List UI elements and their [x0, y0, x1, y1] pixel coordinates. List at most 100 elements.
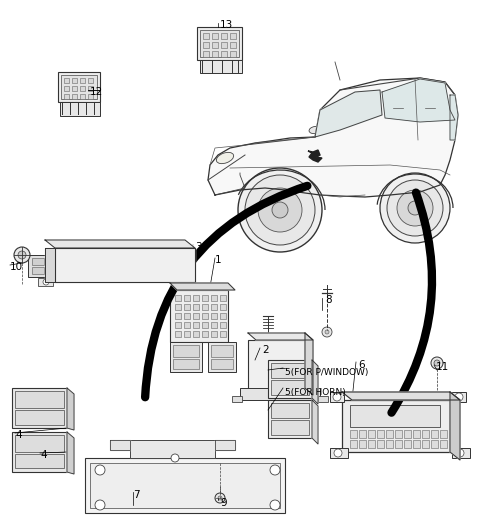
Bar	[193, 313, 199, 319]
Circle shape	[334, 449, 342, 457]
Bar	[440, 430, 447, 438]
Polygon shape	[450, 392, 460, 460]
Bar	[72, 94, 77, 99]
Bar	[318, 396, 328, 402]
Bar	[173, 345, 199, 357]
Bar	[404, 440, 411, 448]
Text: 9: 9	[220, 498, 227, 508]
Bar	[342, 400, 450, 452]
Bar	[240, 388, 320, 400]
Bar	[15, 391, 64, 408]
Circle shape	[218, 496, 222, 500]
Bar	[193, 322, 199, 328]
Circle shape	[455, 393, 463, 401]
Bar	[175, 304, 181, 310]
Bar	[386, 430, 393, 438]
Bar	[184, 313, 190, 319]
Circle shape	[270, 465, 280, 475]
Bar	[230, 33, 236, 39]
Bar	[80, 86, 85, 91]
Bar	[212, 42, 218, 48]
Bar	[211, 345, 233, 357]
Circle shape	[215, 493, 225, 503]
Bar	[232, 396, 242, 402]
Bar	[197, 27, 242, 60]
Bar	[268, 400, 312, 438]
Circle shape	[272, 202, 288, 218]
Bar	[208, 342, 236, 372]
Circle shape	[429, 106, 432, 109]
Bar	[395, 440, 402, 448]
Polygon shape	[308, 150, 322, 162]
Bar	[211, 304, 217, 310]
Bar	[431, 440, 438, 448]
Bar	[203, 42, 209, 48]
Polygon shape	[67, 388, 74, 430]
Bar	[350, 405, 440, 427]
Bar	[203, 33, 209, 39]
Bar	[175, 313, 181, 319]
Bar	[110, 252, 165, 278]
Bar	[173, 359, 199, 369]
Text: 4: 4	[15, 430, 22, 440]
Bar	[211, 313, 217, 319]
Polygon shape	[312, 400, 318, 444]
Bar	[15, 454, 64, 468]
Bar	[271, 363, 309, 378]
Polygon shape	[305, 333, 313, 395]
Bar	[211, 331, 217, 337]
Polygon shape	[110, 440, 130, 450]
Bar	[221, 51, 227, 57]
Bar	[170, 290, 228, 342]
Bar	[88, 94, 93, 99]
Ellipse shape	[216, 152, 234, 164]
Bar	[212, 51, 218, 57]
Bar	[422, 440, 429, 448]
Circle shape	[43, 279, 49, 285]
Text: 7: 7	[133, 490, 140, 500]
Bar	[64, 94, 69, 99]
Circle shape	[95, 500, 105, 510]
Bar	[85, 458, 285, 513]
Bar	[32, 267, 44, 274]
Text: 12: 12	[90, 87, 103, 97]
Polygon shape	[315, 90, 382, 137]
Text: 1: 1	[215, 255, 222, 265]
Bar	[271, 380, 309, 395]
Bar	[72, 78, 77, 83]
Bar	[80, 78, 85, 83]
Bar	[32, 258, 44, 265]
Text: 11: 11	[436, 362, 449, 372]
Bar	[422, 430, 429, 438]
Polygon shape	[208, 78, 458, 197]
Circle shape	[270, 500, 280, 510]
Circle shape	[434, 360, 440, 366]
Bar	[80, 94, 85, 99]
Circle shape	[258, 188, 302, 232]
Text: 3: 3	[195, 242, 202, 252]
Polygon shape	[45, 240, 195, 248]
Bar	[368, 430, 375, 438]
Circle shape	[183, 265, 193, 275]
Bar	[452, 392, 466, 402]
Bar	[350, 440, 357, 448]
Text: 6: 6	[358, 360, 365, 370]
Bar	[64, 86, 69, 91]
Bar	[175, 322, 181, 328]
Bar	[202, 295, 208, 301]
Polygon shape	[45, 248, 55, 282]
Bar	[212, 33, 218, 39]
Bar	[12, 432, 67, 472]
Bar	[202, 331, 208, 337]
Bar	[220, 331, 226, 337]
Circle shape	[238, 168, 322, 252]
Circle shape	[171, 454, 179, 462]
Polygon shape	[248, 333, 313, 340]
Bar	[28, 255, 48, 277]
Circle shape	[325, 330, 329, 334]
Circle shape	[397, 190, 433, 226]
Bar	[221, 42, 227, 48]
Bar	[72, 86, 77, 91]
Bar	[248, 340, 305, 392]
Bar	[377, 440, 384, 448]
